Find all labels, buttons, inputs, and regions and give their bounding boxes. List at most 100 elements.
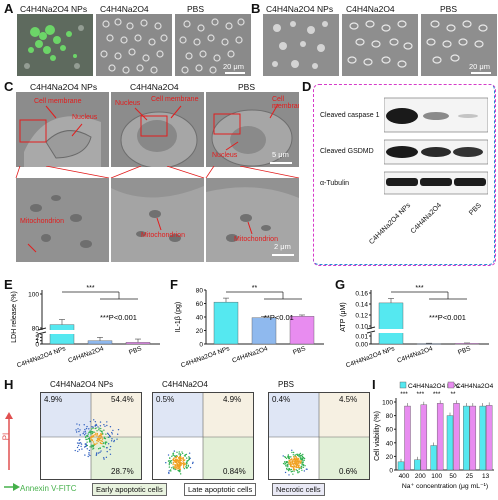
- flow-event: [86, 435, 89, 437]
- x-tick-label: 13: [482, 473, 490, 480]
- flow-event: [106, 424, 108, 427]
- flow-event: [291, 451, 293, 454]
- panel-label-c: C: [4, 79, 14, 94]
- flow-event: [96, 452, 98, 454]
- flow-event: [98, 427, 100, 429]
- quadrant-percent-upper-left: 0.4%: [272, 395, 291, 404]
- up-arrow-icon: [5, 412, 13, 470]
- flow-event: [178, 451, 180, 453]
- flow-event: [79, 429, 81, 431]
- flow-event: [176, 455, 179, 458]
- flow-scatter: [153, 393, 253, 479]
- flow-event: [183, 464, 185, 466]
- bar: [125, 342, 151, 345]
- flow-event: [88, 428, 90, 430]
- y-tick-label: 40: [386, 440, 394, 447]
- blot-row-label: α-Tubulin: [320, 180, 350, 187]
- flow-event: [171, 455, 173, 458]
- flow-event: [176, 458, 178, 461]
- axis-break: [38, 330, 46, 334]
- significance-stars: **: [252, 285, 258, 292]
- flow-event: [174, 468, 176, 471]
- flow-event: [100, 433, 102, 435]
- flow-event: [302, 453, 304, 456]
- flow-event: [165, 462, 167, 464]
- western-blot-frame-accent: [313, 84, 495, 265]
- flow-event: [291, 449, 293, 452]
- flow-event: [185, 457, 188, 459]
- flow-event: [96, 442, 98, 444]
- flow-event: [293, 464, 295, 467]
- flow-event: [286, 464, 288, 466]
- y-tick-label: 40: [196, 315, 204, 322]
- x-tick-label: 400: [399, 473, 410, 480]
- bar: [289, 316, 315, 345]
- y-tick-label: 2: [35, 335, 39, 342]
- flow-event: [99, 425, 102, 427]
- tem-label: Cell membrane: [151, 96, 199, 103]
- flow-event: [87, 433, 89, 435]
- flow-event: [176, 466, 178, 469]
- flow-event: [83, 431, 85, 433]
- y-tick-label: 0.16: [355, 291, 368, 298]
- flow-event: [297, 471, 299, 473]
- flow-event: [90, 430, 92, 433]
- flow-event: [285, 457, 288, 460]
- micrograph-image: [263, 14, 339, 76]
- x-tick-label: 100: [431, 473, 442, 480]
- flow-event: [292, 454, 295, 456]
- scale-bar: [270, 162, 292, 164]
- y-tick-label: 80: [386, 413, 394, 420]
- flow-event: [97, 440, 99, 443]
- flow-event: [180, 458, 182, 460]
- quadrant-percent-upper-left: 4.9%: [44, 395, 63, 404]
- flow-event: [97, 452, 100, 454]
- quadrant-upper-left: [269, 393, 319, 437]
- flow-event: [298, 468, 300, 470]
- flow-event: [290, 458, 292, 461]
- x-tick-label: C4H4Na2O4: [396, 345, 434, 364]
- flow-event: [95, 454, 98, 456]
- flow-event: [180, 459, 182, 462]
- zoom-connector-lines: [15, 166, 300, 178]
- tem-image-bottom: Mitochondrion 2 μm: [206, 178, 299, 262]
- flow-event: [85, 427, 88, 430]
- bar: [87, 340, 113, 345]
- flow-event: [100, 450, 102, 452]
- flow-title: C4H4Na2O4 NPs: [50, 380, 114, 389]
- flow-event: [116, 433, 119, 435]
- flow-event: [109, 448, 111, 451]
- tem-label: Nucleus: [72, 114, 98, 121]
- flow-event: [178, 456, 180, 459]
- flow-event: [113, 440, 115, 443]
- flow-event: [77, 450, 79, 453]
- flow-event: [92, 427, 94, 430]
- tem-image-bottom: Mitochondrion: [111, 178, 204, 262]
- bar: [213, 301, 239, 345]
- tem-label: Cell membrane: [34, 98, 82, 105]
- quadrant-lower-right: [91, 437, 141, 479]
- flow-event: [174, 455, 176, 458]
- flow-event: [101, 430, 103, 432]
- annexin-axis-label: Annexin V-FITC: [20, 484, 77, 493]
- flow-event: [106, 447, 108, 449]
- flow-event: [291, 465, 294, 468]
- flow-event: [178, 469, 181, 472]
- flow-event: [185, 466, 188, 468]
- legend-late-apoptotic: Late apoptotic cells: [184, 483, 257, 496]
- flow-event: [184, 455, 187, 457]
- flow-event: [102, 457, 105, 459]
- flow-event: [96, 432, 99, 435]
- y-tick-label: 100: [382, 400, 393, 407]
- flow-event: [108, 434, 111, 437]
- flow-event: [89, 437, 92, 439]
- flow-event: [168, 472, 170, 475]
- flow-event: [174, 456, 176, 459]
- cells-image: [426, 20, 488, 64]
- flow-event: [191, 462, 194, 465]
- flow-cytometry-plot: 0.5% 4.9% 0.84%: [152, 392, 254, 480]
- quadrant-percent-lower-right: 0.84%: [223, 467, 246, 476]
- flow-event: [78, 449, 81, 451]
- flow-event: [295, 469, 298, 471]
- flow-event: [105, 456, 108, 459]
